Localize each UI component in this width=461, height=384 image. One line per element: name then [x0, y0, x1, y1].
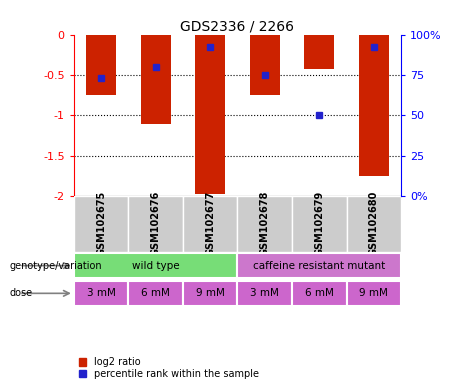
Text: GSM102676: GSM102676	[151, 190, 160, 255]
Title: GDS2336 / 2266: GDS2336 / 2266	[180, 20, 295, 33]
Text: dose: dose	[9, 288, 32, 298]
Text: 6 mM: 6 mM	[305, 288, 334, 298]
Bar	[74, 253, 237, 278]
Text: GSM102679: GSM102679	[314, 190, 324, 255]
Bar	[347, 196, 401, 252]
Bar	[347, 281, 401, 306]
Bar	[359, 35, 389, 176]
Bar	[292, 281, 347, 306]
Text: 6 mM: 6 mM	[141, 288, 170, 298]
Text: 9 mM: 9 mM	[360, 288, 388, 298]
Bar	[86, 35, 116, 95]
Bar	[141, 35, 171, 124]
Text: GSM102677: GSM102677	[205, 190, 215, 255]
Bar	[237, 196, 292, 252]
Text: GSM102675: GSM102675	[96, 190, 106, 255]
Bar	[292, 196, 347, 252]
Bar	[195, 35, 225, 194]
Legend: log2 ratio, percentile rank within the sample: log2 ratio, percentile rank within the s…	[79, 357, 259, 379]
Bar	[304, 35, 334, 70]
Bar	[237, 253, 401, 278]
Text: GSM102678: GSM102678	[260, 190, 270, 256]
Bar	[183, 196, 237, 252]
Text: GSM102680: GSM102680	[369, 190, 379, 256]
Bar	[250, 35, 280, 95]
Bar	[128, 196, 183, 252]
Bar	[183, 281, 237, 306]
Text: 9 mM: 9 mM	[196, 288, 225, 298]
Text: 3 mM: 3 mM	[87, 288, 115, 298]
Text: 3 mM: 3 mM	[250, 288, 279, 298]
Text: genotype/variation: genotype/variation	[9, 261, 102, 271]
Bar	[128, 281, 183, 306]
Bar	[74, 196, 128, 252]
Bar	[237, 281, 292, 306]
Text: caffeine resistant mutant: caffeine resistant mutant	[253, 261, 385, 271]
Bar	[74, 281, 128, 306]
Text: wild type: wild type	[132, 261, 179, 271]
